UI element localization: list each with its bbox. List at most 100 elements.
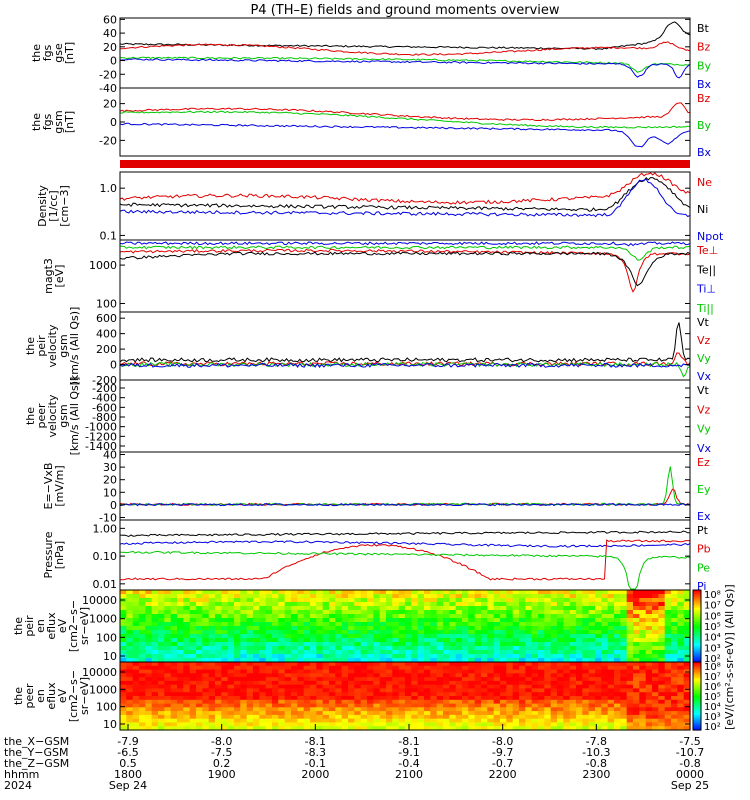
spectrogram-cell	[139, 606, 146, 611]
spectrogram-cell	[164, 726, 172, 731]
spectrogram-cell	[183, 634, 191, 639]
spectrogram-cell	[240, 654, 248, 659]
spectrogram-cell	[493, 692, 501, 697]
spectrogram-cell	[424, 718, 431, 724]
spectrogram-cell	[411, 662, 419, 667]
spectrogram-cell	[341, 638, 349, 643]
spectrogram-cell	[455, 711, 463, 716]
spectrogram-cell	[265, 650, 273, 655]
spectrogram-cell	[639, 598, 647, 603]
spectrogram-cell	[417, 665, 425, 671]
spectrogram-cell	[633, 673, 640, 678]
spectrogram-cell	[145, 614, 153, 619]
spectrogram-cell	[158, 718, 165, 724]
colorbar-cell	[693, 684, 701, 687]
spectrogram-cell	[512, 634, 520, 639]
spectrogram-cell	[278, 634, 286, 639]
spectrogram-cell	[158, 662, 165, 667]
spectrogram-cell	[664, 598, 672, 603]
spectrogram-cell	[455, 642, 463, 647]
spectrogram-cell	[468, 673, 476, 678]
spectrogram-cell	[677, 680, 685, 686]
spectrogram-cell	[563, 662, 571, 667]
spectrogram-cell	[633, 594, 640, 599]
spectrogram-cell	[462, 626, 469, 631]
spectrogram-cell	[253, 722, 260, 727]
colorbar-cell	[693, 706, 701, 709]
spectrogram-cell	[652, 642, 659, 647]
spectrogram-cell	[506, 680, 514, 686]
spectrogram-cell	[316, 722, 324, 727]
spectrogram-cell	[443, 699, 450, 705]
spectrogram-cell	[253, 711, 260, 716]
spectrogram-cell	[652, 696, 659, 701]
spectrogram-cell	[405, 684, 412, 690]
spectrogram-cell	[626, 646, 634, 651]
spectrogram-cell	[297, 662, 305, 667]
spectrogram-cell	[506, 669, 514, 674]
colorbar-cell	[693, 709, 701, 712]
spectrogram-cell	[291, 677, 298, 682]
spectrogram-cell	[411, 699, 419, 705]
spectrogram-cell	[525, 634, 533, 639]
spectrogram-cell	[170, 618, 178, 623]
spectrogram-cell	[500, 673, 507, 678]
spectrogram-cell	[126, 642, 134, 647]
spectrogram-cell	[139, 602, 146, 607]
spectrogram-cell	[557, 602, 564, 607]
spectrogram-cell	[202, 692, 210, 697]
spectrogram-cell	[177, 654, 184, 659]
spectrogram-cell	[474, 634, 482, 639]
spectrogram-cell	[379, 658, 387, 663]
time-row-value: -7.9	[117, 735, 138, 748]
spectrogram-cell	[196, 658, 203, 663]
spectrogram-cell	[303, 684, 311, 690]
spectrogram-cell	[392, 692, 400, 697]
spectrogram-cell	[525, 642, 533, 647]
spectrogram-cell	[519, 714, 526, 720]
spectrogram-cell	[595, 707, 602, 712]
spectrogram-cell	[436, 590, 444, 595]
spectrogram-cell	[189, 703, 197, 708]
spectrogram-cell	[607, 642, 615, 647]
spectrogram-cell	[215, 703, 222, 708]
spectrogram-cell	[601, 598, 609, 603]
spectrogram-cell	[664, 688, 672, 693]
spectrogram-cell	[405, 703, 412, 708]
spectrogram-cell	[405, 673, 412, 678]
spectrogram-cell	[436, 614, 444, 619]
spectrogram-cell	[519, 602, 526, 607]
spectrogram-cell	[512, 590, 520, 595]
spectrogram-cell	[405, 714, 412, 720]
spectrogram-cell	[538, 662, 545, 667]
spectrogram-cell	[607, 699, 615, 705]
spectrogram-cell	[151, 646, 159, 651]
spectrogram-cell	[215, 590, 222, 595]
spectrogram-cell	[208, 598, 216, 603]
spectrogram-cell	[538, 658, 545, 663]
spectrogram-cell	[500, 602, 507, 607]
spectrogram-cell	[177, 642, 184, 647]
spectrogram-cell	[424, 692, 431, 697]
colorbar-tick: 10⁵	[704, 622, 721, 633]
spectrogram-cell	[177, 707, 184, 712]
spectrogram-cell	[367, 722, 374, 727]
spectrogram-cell	[360, 703, 368, 708]
spectrogram-cell	[177, 630, 184, 635]
spectrogram-cell	[221, 634, 229, 639]
spectrogram-cell	[120, 614, 127, 619]
spectrogram-cell	[202, 590, 210, 595]
ylabel: thefgsgse[nT]	[30, 42, 76, 64]
spectrogram-cell	[664, 707, 672, 712]
spectrogram-cell	[246, 703, 254, 708]
spectrogram-cell	[132, 598, 140, 603]
spectrogram-cell	[132, 699, 140, 705]
spectrogram-cell	[481, 606, 488, 611]
spectrogram-cell	[272, 646, 279, 651]
spectrogram-cell	[614, 618, 621, 623]
spectrogram-cell	[151, 630, 159, 635]
spectrogram-cell	[373, 654, 381, 659]
spectrogram-cell	[614, 594, 621, 599]
spectrogram-cell	[386, 699, 393, 705]
spectrogram-cell	[462, 610, 469, 615]
